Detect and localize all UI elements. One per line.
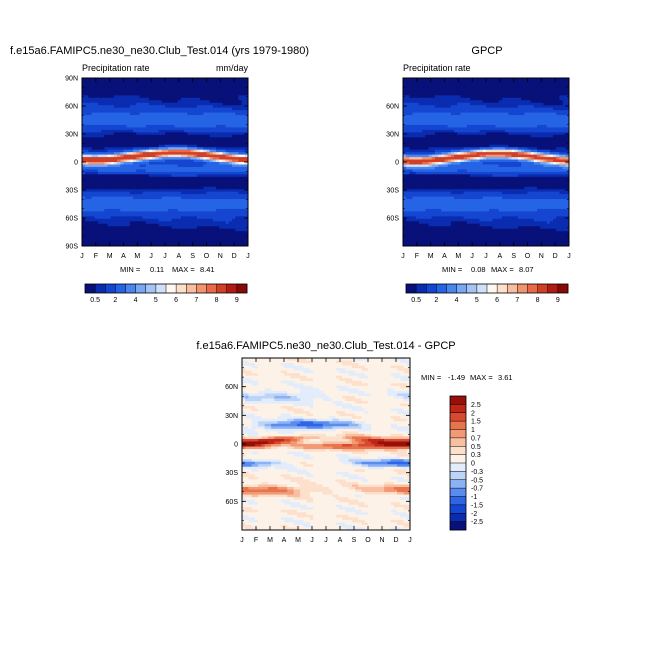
colorbar-box xyxy=(186,284,196,293)
colorbar-box xyxy=(156,284,166,293)
x-tick-label: O xyxy=(204,253,210,260)
x-tick-label: S xyxy=(190,253,195,260)
y-tick-label: 60N xyxy=(65,104,78,111)
x-tick-label: J xyxy=(80,253,84,260)
colorbar-label: 7 xyxy=(194,297,198,304)
colorbar-box xyxy=(115,284,125,293)
panel1-max-label: MAX = xyxy=(172,265,195,274)
colorbar-label: 6 xyxy=(174,297,178,304)
panel1-colorbar: 0.5 2 4 5 6 7 8 9 xyxy=(85,284,247,304)
x-tick-label: D xyxy=(232,253,237,260)
colorbar-box xyxy=(227,284,237,293)
panel1-subtitle-left: Precipitation rate xyxy=(82,63,150,73)
colorbar-box xyxy=(105,284,115,293)
panel1-max-value: 8.41 xyxy=(200,265,215,274)
colorbar-label: 9 xyxy=(235,297,239,304)
x-tick-label: F xyxy=(94,253,98,260)
y-tick-label: 30S xyxy=(66,188,79,195)
colorbar-label: 0.5 xyxy=(90,297,100,304)
colorbar-box xyxy=(237,284,247,293)
panel2-heatmap: J F M A M J J A S O N D J60N30N030S60S xyxy=(386,78,571,260)
colorbar-box xyxy=(95,284,105,293)
x-tick-label: J xyxy=(163,253,167,260)
y-tick-label: 60S xyxy=(66,216,79,223)
x-tick-label: M xyxy=(107,253,113,260)
y-tick-label: 90S xyxy=(66,244,79,251)
colorbar-box xyxy=(166,284,176,293)
y-tick-label: 90N xyxy=(65,76,78,83)
x-tick-label: M xyxy=(134,253,140,260)
panel2-title: GPCP xyxy=(471,45,502,57)
y-tick-label: 30N xyxy=(65,132,78,139)
colorbar-box xyxy=(207,284,217,293)
x-tick-label: N xyxy=(218,253,223,260)
colorbar-box xyxy=(85,284,95,293)
colorbar-box xyxy=(136,284,146,293)
colorbar-box xyxy=(217,284,227,293)
x-tick-label: J xyxy=(149,253,153,260)
panel1-subtitle-right: mm/day xyxy=(216,63,249,73)
colorbar-box xyxy=(146,284,156,293)
panel1-heatmap: J F M A M J J A S O N D J 90N 60N 30N 0 30S 60S 90S xyxy=(65,76,250,261)
colorbar-label: 4 xyxy=(134,297,138,304)
colorbar-box xyxy=(176,284,186,293)
panel2-subtitle-left: Precipitation rate xyxy=(403,63,471,73)
panel1-title: f.e15a6.FAMIPC5.ne30_ne30.Club_Test.014 … xyxy=(10,45,309,57)
colorbar-label: 8 xyxy=(215,297,219,304)
x-tick-label: A xyxy=(176,253,181,260)
colorbar-label: 5 xyxy=(154,297,158,304)
y-tick-label: 0 xyxy=(74,160,78,167)
panel1-min-label: MIN = xyxy=(120,265,141,274)
panel1-min-value: 0.11 xyxy=(150,265,164,274)
x-tick-label: A xyxy=(121,253,126,260)
colorbar-box xyxy=(196,284,206,293)
colorbar-label: 2 xyxy=(113,297,117,304)
colorbar-box xyxy=(126,284,136,293)
x-tick-label: J xyxy=(246,253,250,260)
